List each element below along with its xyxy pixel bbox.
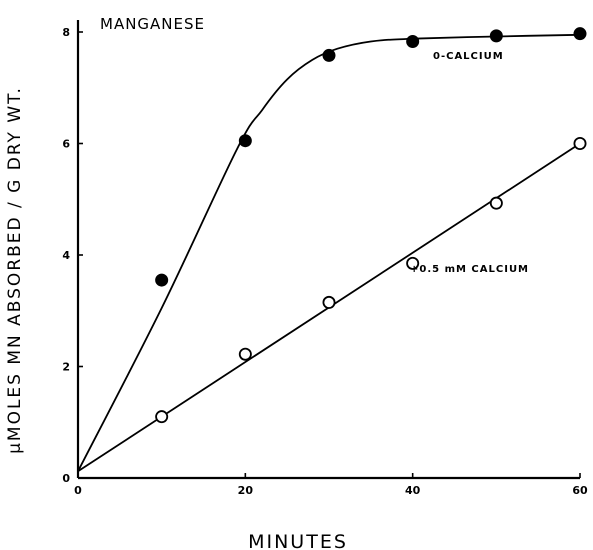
y-tick-label: 2	[62, 361, 70, 374]
y-ticks: 0 2 4 6 8	[62, 26, 83, 485]
point-0-calcium	[406, 34, 420, 48]
y-tick-label: 8	[62, 26, 70, 39]
y-axis-title: µMOLES MN ABSORBED / G DRY WT.	[5, 86, 25, 454]
point-0-calcium	[322, 48, 336, 62]
y-tick-label: 6	[62, 138, 70, 151]
series-label-0-calcium: 0-CALCIUM	[433, 51, 504, 62]
series-label-plus-calcium: +0.5 mM CALCIUM	[410, 264, 529, 275]
x-ticks: 0 20 40 60	[74, 473, 588, 497]
axes	[76, 20, 580, 480]
point-plus-calcium	[489, 196, 503, 210]
point-plus-calcium	[322, 295, 336, 309]
y-tick-label: 4	[62, 249, 70, 262]
points	[155, 27, 587, 424]
point-plus-calcium	[573, 136, 587, 150]
x-tick-label: 40	[405, 484, 421, 497]
point-plus-calcium	[406, 256, 420, 270]
point-0-calcium	[573, 27, 587, 41]
point-0-calcium	[155, 273, 169, 287]
x-axis-title: MINUTES	[248, 531, 348, 550]
series-line-0	[77, 33, 581, 472]
x-tick-label: 60	[572, 484, 588, 497]
chart-title: MANGANESE	[100, 15, 205, 33]
point-0-calcium	[238, 134, 252, 148]
x-tick-label: 20	[238, 484, 254, 497]
point-plus-calcium	[238, 347, 252, 361]
x-tick-label: 0	[74, 484, 82, 497]
curves	[77, 33, 581, 473]
point-0-calcium	[489, 29, 503, 43]
point-plus-calcium	[155, 410, 169, 424]
y-tick-label: 0	[62, 472, 70, 485]
